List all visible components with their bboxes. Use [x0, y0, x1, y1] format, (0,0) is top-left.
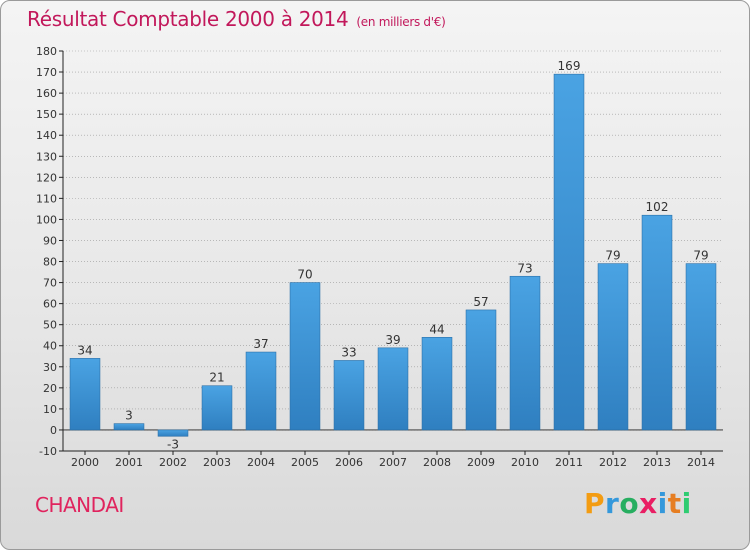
y-tick-label: 100: [36, 213, 57, 226]
x-tick-label: 2006: [335, 456, 363, 469]
bar: [333, 360, 365, 431]
bar: [421, 337, 453, 431]
y-tick-label: 10: [43, 403, 57, 416]
x-tick-label: 2000: [71, 456, 99, 469]
logo-letter: o: [619, 487, 640, 520]
x-tick-label: 2001: [115, 456, 143, 469]
bar: [113, 423, 145, 431]
bar-value-label: -3: [167, 437, 179, 451]
commune-name: CHANDAI: [35, 493, 124, 517]
x-tick-label: 2008: [423, 456, 451, 469]
y-tick-label: 30: [43, 361, 57, 374]
bar-value-label: 39: [385, 333, 400, 347]
bar: [597, 263, 629, 431]
proxiti-logo: Proxiti: [584, 487, 692, 520]
bar: [377, 347, 409, 431]
x-tick-label: 2003: [203, 456, 231, 469]
logo-letter: i: [657, 487, 668, 520]
y-tick-label: 160: [36, 87, 57, 100]
bar: [201, 385, 233, 431]
bar-value-label: 3: [125, 409, 133, 423]
y-tick-label: 180: [36, 45, 57, 58]
x-tick-label: 2010: [511, 456, 539, 469]
bar-value-label: 102: [646, 200, 669, 214]
bar-value-label: 70: [297, 268, 312, 282]
x-tick-label: 2013: [643, 456, 671, 469]
x-tick-label: 2007: [379, 456, 407, 469]
y-tick-label: 110: [36, 192, 57, 205]
logo-letter: P: [584, 487, 606, 520]
bar-value-label: 57: [473, 295, 488, 309]
logo-letter: i: [681, 487, 692, 520]
bar-value-label: 44: [429, 322, 444, 336]
logo-letter: r: [605, 487, 620, 520]
bar-value-label: 37: [253, 337, 268, 351]
bar-value-label: 79: [693, 249, 708, 263]
y-tick-label: -10: [39, 445, 57, 458]
y-tick-label: 70: [43, 277, 57, 290]
x-tick-label: 2014: [687, 456, 715, 469]
x-tick-label: 2002: [159, 456, 187, 469]
bar: [157, 429, 189, 437]
chart-subtitle: (en milliers d'€): [356, 15, 446, 29]
bar: [553, 73, 585, 431]
chart-title: Résultat Comptable 2000 à 2014 (en millie…: [27, 7, 446, 31]
bar: [245, 351, 277, 431]
y-tick-label: 80: [43, 256, 57, 269]
y-tick-label: 40: [43, 340, 57, 353]
x-tick-label: 2005: [291, 456, 319, 469]
y-tick-label: 50: [43, 319, 57, 332]
bar-value-label: 34: [77, 343, 92, 357]
y-tick-label: 140: [36, 129, 57, 142]
y-tick-label: 90: [43, 234, 57, 247]
y-tick-label: 20: [43, 382, 57, 395]
x-tick-label: 2011: [555, 456, 583, 469]
y-tick-label: 170: [36, 66, 57, 79]
chart-title-text: Résultat Comptable 2000 à 2014: [27, 7, 349, 31]
bar-value-label: 79: [605, 249, 620, 263]
y-tick-label: 130: [36, 150, 57, 163]
x-tick-label: 2012: [599, 456, 627, 469]
bar: [465, 309, 497, 431]
y-tick-label: 60: [43, 298, 57, 311]
bar-value-label: 33: [341, 345, 356, 359]
x-tick-label: 2009: [467, 456, 495, 469]
x-tick-label: 2004: [247, 456, 275, 469]
bar-value-label: 169: [558, 59, 581, 73]
logo-letter: t: [667, 487, 682, 520]
bar: [509, 275, 541, 431]
bar: [69, 358, 101, 431]
bar-value-label: 73: [517, 261, 532, 275]
logo-letter: x: [639, 487, 658, 520]
y-tick-label: 0: [50, 424, 57, 437]
bar: [289, 282, 321, 431]
bar: [641, 214, 673, 431]
bar-value-label: 21: [209, 371, 224, 385]
y-tick-label: 150: [36, 108, 57, 121]
bar: [685, 263, 717, 431]
y-tick-label: 120: [36, 171, 57, 184]
